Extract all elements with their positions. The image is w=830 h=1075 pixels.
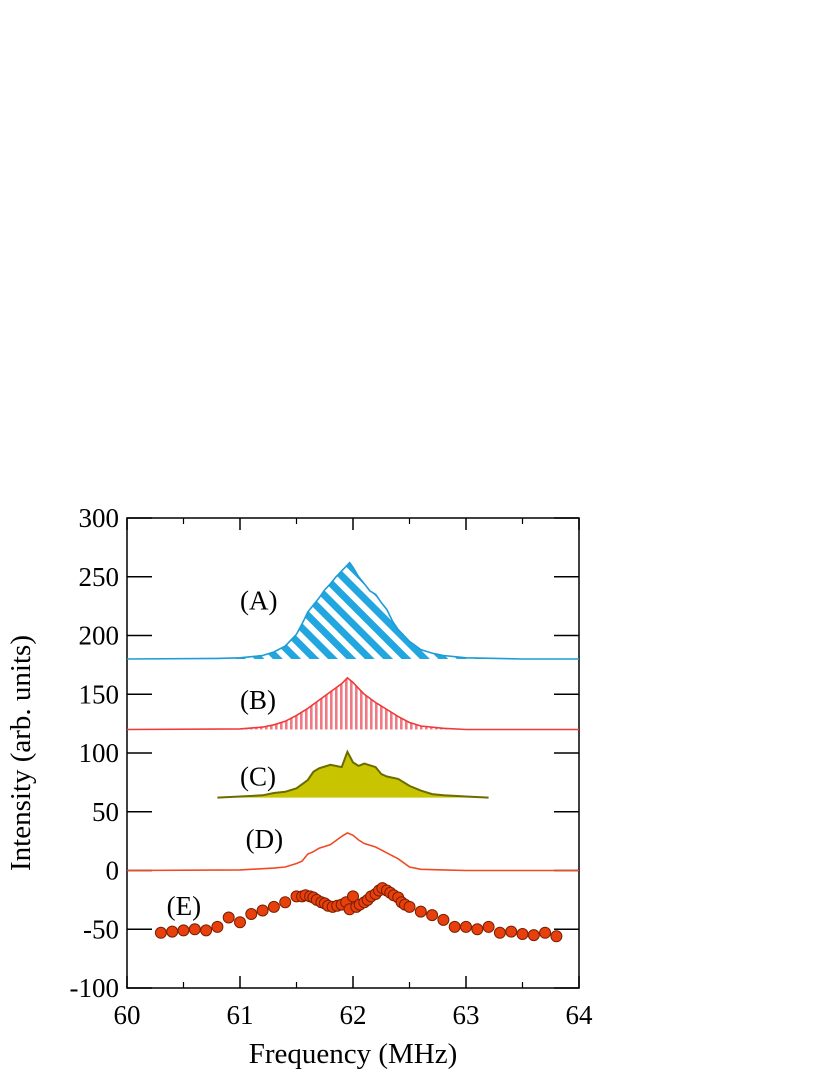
series-e-point [234,916,246,929]
series-e-point [211,920,224,933]
x-tick-label: 60 [114,1000,141,1030]
x-tick-label: 63 [453,1000,480,1030]
series-e-point [460,920,472,933]
series-b [127,676,579,731]
series-e-point [347,890,359,903]
series-e-point [414,905,427,918]
series-a-line [127,561,579,660]
series-c-line [217,749,489,799]
series-e-point [482,920,495,933]
series-e-point [471,923,484,936]
series-e-point [448,920,461,933]
series-e-point [505,925,518,938]
series-e-point [527,929,540,942]
series-layer [127,561,579,943]
y-tick-label: 100 [79,738,120,768]
series-e-point [437,913,450,926]
x-axis-ticks: 60 61 62 63 64 [114,518,594,1030]
x-axis-label: Frequency (MHz) [249,1038,458,1070]
series-e-point [177,924,190,937]
series-b-area [127,677,579,730]
y-tick-label: 50 [92,797,119,827]
series-e-label: (E) [167,891,201,921]
series-e-point [493,926,506,939]
series-e-point [403,900,416,913]
series-c [217,749,489,799]
y-tick-label: 250 [79,562,120,592]
series-d [127,832,579,872]
series-e-point [245,908,258,920]
series-e-point [426,909,439,922]
series-e-point [166,925,179,938]
series-e [154,882,563,943]
series-e-point [200,924,213,937]
x-tick-label: 64 [566,1000,594,1030]
series-e-point [539,926,552,939]
series-e-point [256,904,269,917]
x-tick-label: 61 [227,1000,254,1030]
y-axis-label: Intensity (arb. units) [5,635,37,871]
series-c-area [217,751,489,798]
x-tick-label: 62 [340,1000,367,1030]
series-a-area [127,562,579,659]
series-e-point [279,896,292,909]
series-a-label: (A) [240,585,277,615]
y-tick-label: 200 [79,621,120,651]
series-b-label: (B) [240,685,276,715]
series-d-line [127,832,579,872]
y-tick-label: -100 [70,973,120,1003]
series-e-point [154,926,167,939]
series-e-point [550,930,563,943]
y-axis-ticks: -100 -50 0 50 100 150 200 250 300 [70,503,579,1003]
series-e-point [516,928,529,940]
series-b-line [127,676,579,731]
series-a [127,561,579,660]
y-tick-label: 150 [79,679,120,709]
y-tick-label: 300 [79,503,120,533]
series-d-label: (D) [246,824,283,854]
series-c-label: (C) [240,762,276,792]
series-e-point [267,900,280,913]
series-e-point [222,911,235,924]
series-labels: (A) (B) (C) (D) (E) [167,585,283,921]
y-tick-label: 0 [106,856,120,886]
y-tick-label: -50 [83,914,119,944]
series-e-point [188,923,201,936]
